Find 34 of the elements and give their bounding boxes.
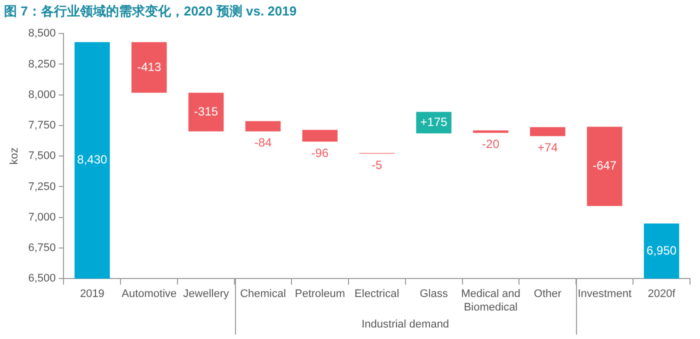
data-label: +175 bbox=[420, 114, 448, 129]
data-label: +74 bbox=[537, 140, 558, 154]
y-tick-label: 6,750 bbox=[28, 242, 56, 254]
y-tick-label: 8,500 bbox=[28, 28, 56, 40]
data-label: -647 bbox=[592, 158, 617, 173]
data-label: -5 bbox=[372, 158, 383, 172]
x-tick-label: Glass bbox=[420, 288, 448, 300]
x-tick-label: Investment bbox=[578, 288, 632, 300]
x-tick-label: Jewellery bbox=[183, 288, 230, 300]
y-tick-label: 7,000 bbox=[28, 211, 56, 224]
y-tick-label: 7,500 bbox=[28, 150, 56, 162]
y-axis-title: koz bbox=[8, 148, 21, 165]
y-tick-label: 7,750 bbox=[28, 120, 56, 132]
y-tick-label: 8,250 bbox=[28, 58, 56, 70]
x-tick-label: Electrical bbox=[354, 288, 400, 300]
data-label: -84 bbox=[254, 136, 272, 150]
y-tick-label: 8,000 bbox=[28, 88, 56, 101]
x-tick-label: Other bbox=[534, 288, 562, 300]
data-label: 6,950 bbox=[646, 243, 677, 258]
x-tick-label: Automotive bbox=[122, 288, 177, 300]
x-tick-label: 2019 bbox=[80, 288, 104, 300]
y-tick-label: 6,500 bbox=[28, 272, 56, 285]
y-tick-label: 7,250 bbox=[28, 180, 56, 193]
chart-title: 图 7：各行业领域的需求变化，2020 预测 vs. 2019 bbox=[4, 3, 297, 18]
data-label: 8,430 bbox=[77, 152, 108, 167]
text: Industrial demand bbox=[362, 318, 450, 331]
data-label: -96 bbox=[311, 146, 329, 160]
x-tick-label: Petroleum bbox=[294, 288, 345, 300]
data-label: -315 bbox=[194, 104, 218, 118]
data-label: -413 bbox=[137, 60, 162, 74]
x-tick-label: Medical and Biomedical bbox=[461, 288, 520, 314]
data-label: -20 bbox=[482, 137, 500, 152]
x-tick-label: 2020f bbox=[648, 288, 676, 300]
x-tick-label: Chemical bbox=[240, 288, 286, 300]
